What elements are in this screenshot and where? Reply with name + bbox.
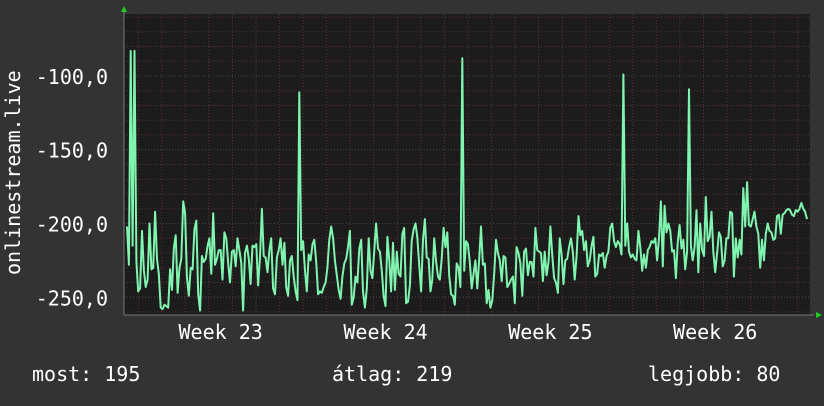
current-value-stat: most: 195 bbox=[32, 362, 141, 386]
x-tick-label: Week 26 bbox=[673, 320, 757, 344]
average-value-stat: átlag: 219 bbox=[332, 362, 453, 386]
y-tick-label: -250,0 bbox=[36, 286, 108, 310]
series-line bbox=[126, 49, 808, 312]
axes bbox=[121, 6, 822, 318]
series-layer bbox=[126, 49, 808, 312]
x-tick-label: Week 25 bbox=[508, 320, 592, 344]
y-axis-label: onlinestream.live bbox=[1, 70, 25, 275]
y-tick-label: -200,0 bbox=[36, 213, 108, 237]
y-tick-label: -150,0 bbox=[36, 139, 108, 163]
y-tick-label: -100,0 bbox=[36, 65, 108, 89]
y-axis-arrow-icon bbox=[121, 6, 127, 12]
grid bbox=[124, 14, 810, 315]
x-tick-label: Week 23 bbox=[179, 320, 263, 344]
y-tick-labels: -100,0 -150,0 -200,0 -250,0 bbox=[36, 65, 108, 310]
x-tick-label: Week 24 bbox=[343, 320, 427, 344]
x-axis-arrow-icon bbox=[816, 312, 822, 318]
x-tick-labels: Week 23 Week 24 Week 25 Week 26 bbox=[179, 320, 758, 344]
best-value-stat: legjobb: 80 bbox=[648, 362, 781, 386]
